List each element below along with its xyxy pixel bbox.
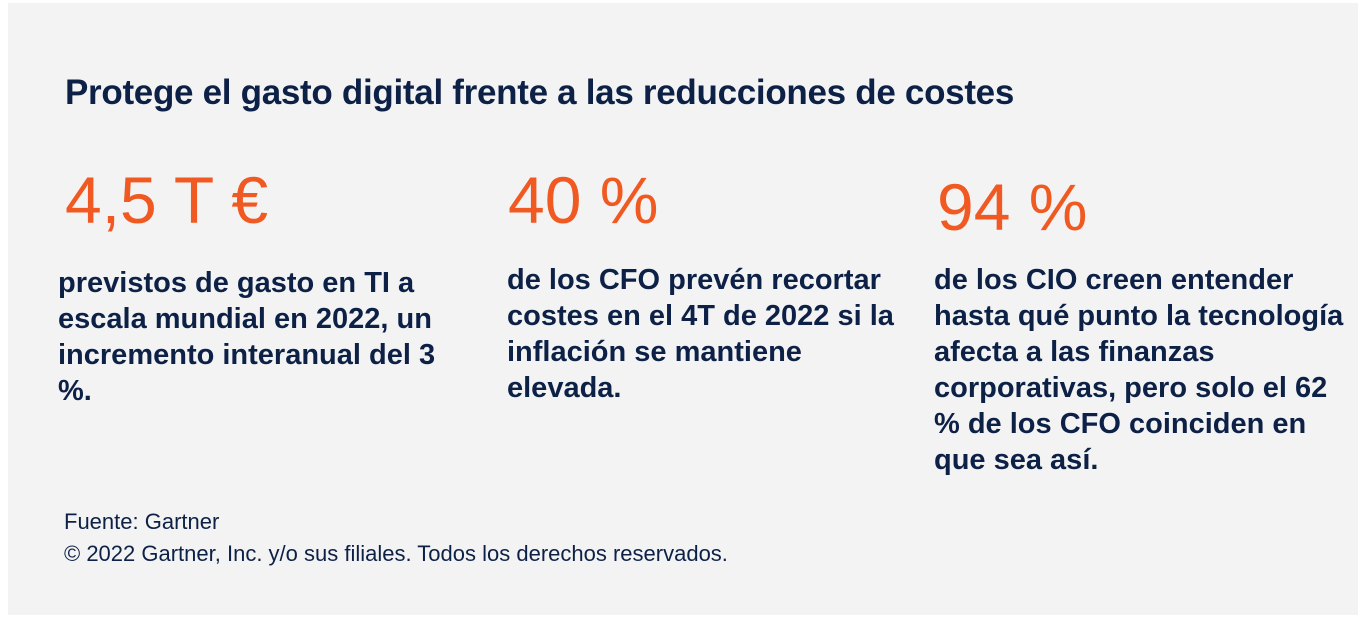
copyright-note: © 2022 Gartner, Inc. y/o sus filiales. T… [64,541,728,566]
stat-value-it-spend: 4,5 T € [65,163,269,237]
infographic-panel: Protege el gasto digital frente a las re… [8,3,1358,615]
stat-value-cio-understanding: 94 % [937,170,1088,244]
stat-value-cfo-cost-cuts: 40 % [508,163,659,237]
source-note: Fuente: Gartner [64,509,220,534]
stat-description-cio-understanding: de los CIO creen entender hasta qué punt… [934,264,1344,476]
stat-description-it-spend: previstos de gasto en TI a escala mundia… [58,267,436,407]
stat-description-cfo-cost-cuts: de los CFO prevén recortar costes en el … [507,264,894,404]
infographic-title: Protege el gasto digital frente a las re… [65,73,1015,112]
